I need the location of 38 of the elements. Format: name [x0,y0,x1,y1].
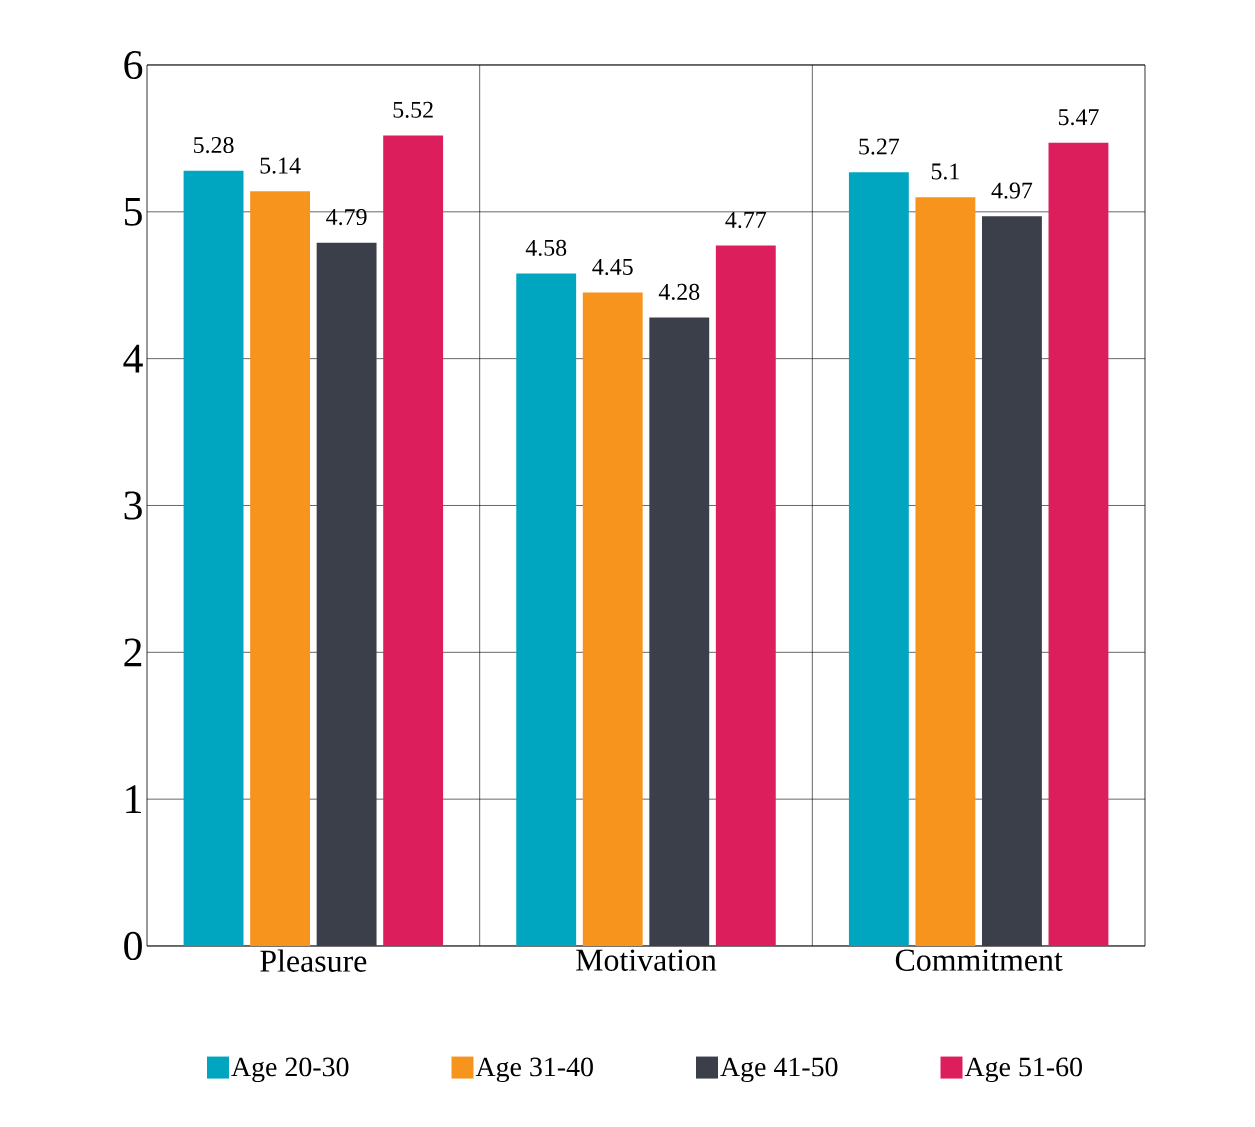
bar [582,292,643,946]
data-label: 4.28 [658,283,700,301]
bar [1048,142,1109,946]
y-tick-label: 6 [124,50,143,80]
y-tick-label: 1 [126,785,141,813]
y-tick-label: 4 [123,344,143,373]
data-label: 5.14 [260,157,301,174]
bar [649,317,710,946]
legend-label: Age 20-30 [231,1057,349,1083]
bar [516,273,577,946]
bar [250,191,311,946]
bar [982,216,1042,946]
legend-label: Age 51-60 [964,1057,1082,1083]
data-label: 4.58 [525,239,567,256]
data-label: 5.47 [1058,109,1099,126]
data-label: 4.97 [991,182,1033,199]
y-tick-label: 2 [124,638,142,667]
bar [383,135,444,946]
data-label: 4.45 [592,258,633,276]
x-tick-label: Motivation [576,949,717,971]
y-tick-label: 5 [125,197,142,226]
bar [848,172,909,946]
data-label: 5.27 [859,138,900,155]
legend-label: Age 41-50 [720,1057,838,1083]
bar [715,245,776,946]
bar [183,170,244,946]
legend-label: Age 31-40 [475,1057,593,1083]
y-tick-label: 0 [124,931,142,961]
x-tick-label: Pleasure [260,949,367,972]
x-tick-label: Commitment [895,949,1063,971]
data-label: 5.1 [931,163,959,180]
data-label: 4.77 [725,211,767,229]
data-label: 4.79 [326,208,367,226]
y-tick-label: 3 [124,491,142,520]
bar [316,242,377,946]
data-label: 5.28 [194,136,234,154]
bar [915,197,976,946]
data-label: 5.52 [393,101,433,118]
